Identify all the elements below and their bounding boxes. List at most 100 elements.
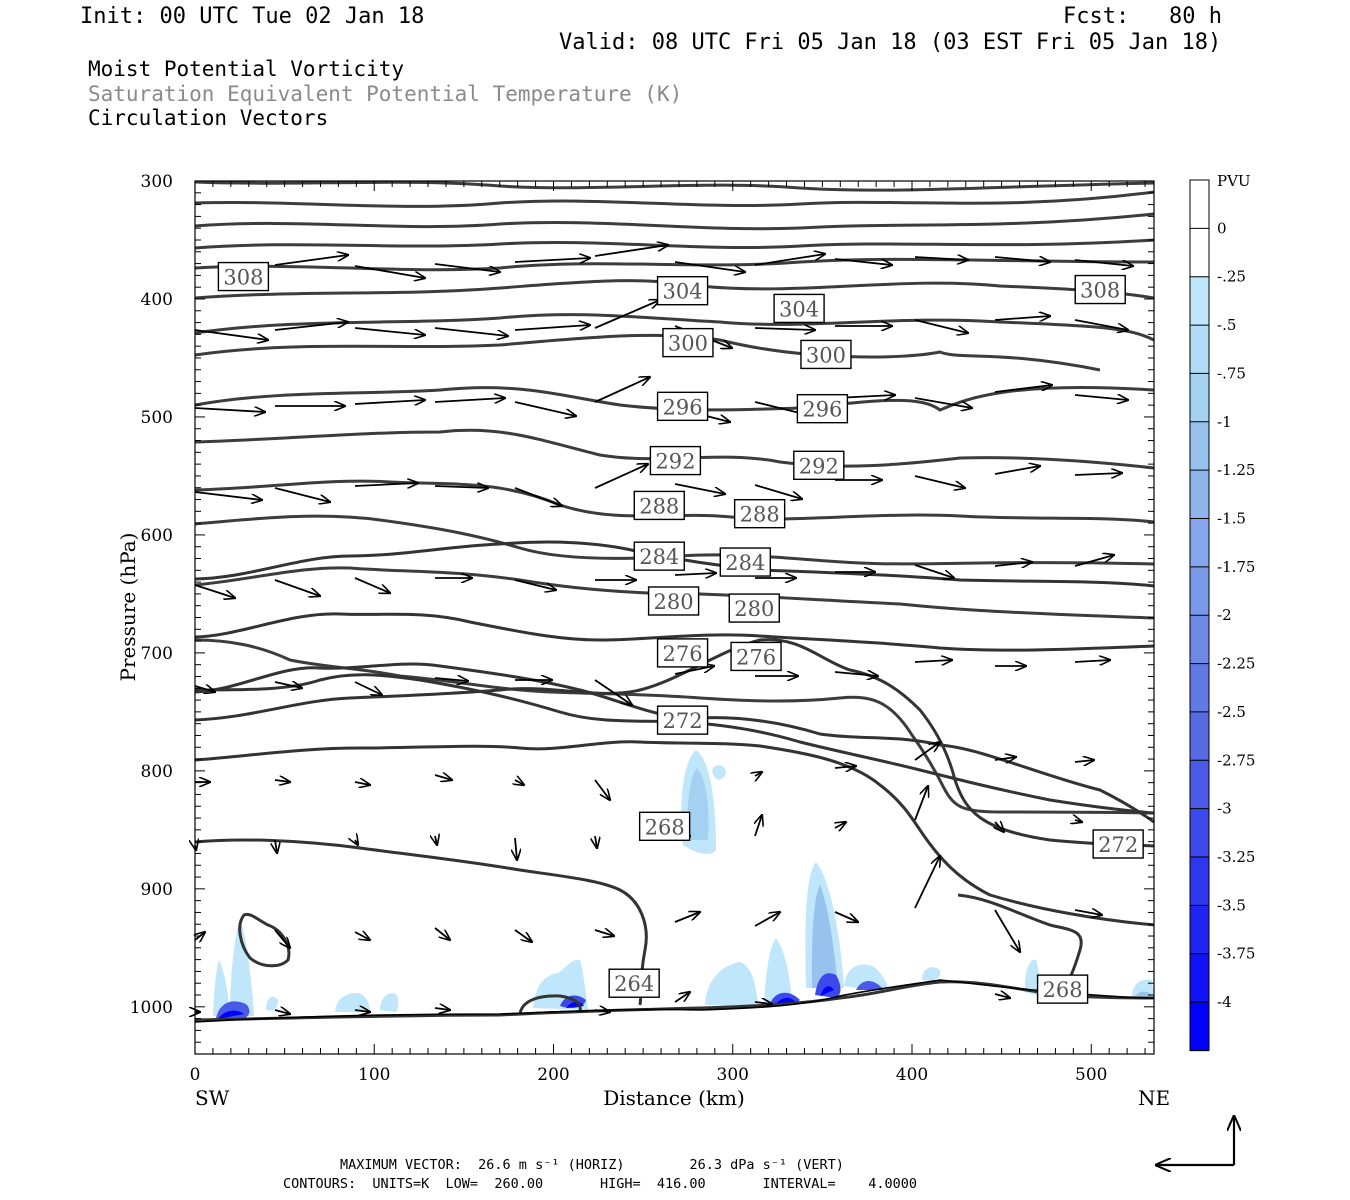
contour-labels: 308 304 304 308 300 300 296 296 292 292 288 288 284 2…	[217, 261, 1144, 1004]
contour-label: 296	[802, 398, 842, 422]
contour-label-box	[733, 498, 786, 529]
colorbar-segment	[1190, 953, 1209, 1003]
colorbar-segment	[1190, 663, 1209, 713]
contour-label: 280	[654, 590, 694, 614]
colorbar-tick-label: -3.25	[1217, 848, 1255, 866]
x-right-label: NE	[1138, 1086, 1170, 1110]
contour-label: 272	[1098, 833, 1138, 857]
contour-label: 268	[1043, 978, 1083, 1002]
x-tick-label: 100	[358, 1065, 390, 1085]
x-axis-label: Distance (km)	[603, 1086, 745, 1110]
colorbar-segment	[1190, 421, 1209, 471]
field-title-vectors: Circulation Vectors	[88, 106, 329, 130]
colorbar-tick-label: -2.5	[1217, 703, 1246, 721]
reference-vector	[1156, 1116, 1234, 1165]
y-tick-labels: 300 400 500 600 700 800 900 1000	[130, 172, 173, 1018]
contour-label-box	[1036, 974, 1089, 1004]
contour-label-box	[719, 547, 772, 577]
contour-label: 268	[645, 815, 685, 839]
contour-label: 288	[740, 503, 780, 527]
x-left-label: SW	[195, 1086, 230, 1110]
contour-label: 276	[663, 642, 703, 666]
contour-label: 264	[614, 972, 654, 996]
contour-label: 304	[663, 280, 703, 304]
forecast-hour: Fcst: 80 h	[1063, 4, 1222, 29]
colorbar-segment	[1190, 760, 1209, 810]
colorbar-tick-label: -1	[1217, 413, 1232, 431]
contour-label-box	[217, 261, 270, 292]
mpv-shading	[213, 750, 1154, 1020]
contour-label-box	[656, 391, 709, 422]
contour-label: 284	[725, 551, 765, 575]
colorbar-segment	[1190, 856, 1209, 907]
x-tick-label: 400	[896, 1065, 928, 1085]
colorbar-segment	[1190, 711, 1209, 762]
colorbar-segment	[1190, 470, 1209, 520]
valid-time: Valid: 08 UTC Fri 05 Jan 18 (03 EST Fri …	[559, 30, 1222, 55]
colorbar-segment	[1190, 808, 1209, 858]
colorbar-tick-label: -.75	[1217, 364, 1246, 382]
contour-label-box	[793, 450, 845, 481]
contour-label: 300	[668, 332, 708, 356]
colorbar-tick-label: -1.5	[1217, 509, 1246, 527]
contour-label-box	[649, 445, 702, 476]
y-tick-label: 400	[141, 290, 173, 310]
contour-label-box	[662, 327, 714, 358]
init-time: Init: 00 UTC Tue 02 Jan 18	[80, 4, 425, 29]
colorbar-segment	[1190, 905, 1209, 955]
colorbar-segment	[1190, 615, 1209, 665]
contour-label: 272	[663, 709, 703, 733]
contour-label-box	[800, 339, 852, 370]
colorbar-segment	[1190, 518, 1209, 568]
x-tick-label: 300	[717, 1065, 749, 1085]
contour-label-box	[647, 586, 700, 616]
contour-label: 308	[1080, 279, 1120, 303]
contour-label-box	[1074, 274, 1126, 305]
footer-contours: CONTOURS: UNITS=K LOW= 260.00 HIGH= 416.…	[283, 1176, 917, 1192]
y-tick-label: 600	[141, 526, 173, 546]
colorbar-tick-label: -3.5	[1217, 896, 1246, 914]
colorbar-segment	[1190, 566, 1209, 616]
x-tick-label: 200	[537, 1065, 569, 1085]
contour-label-box	[638, 811, 691, 842]
colorbar-segment	[1190, 373, 1209, 423]
y-tick-label: 500	[141, 408, 173, 428]
x-tick-label: 500	[1075, 1065, 1107, 1085]
y-tick-label: 800	[141, 762, 173, 782]
contour-label: 288	[639, 494, 679, 518]
contour-label-box	[1092, 829, 1144, 859]
x-tick-label: 0	[190, 1065, 201, 1085]
contour-label-box	[728, 593, 780, 623]
colorbar-segment	[1190, 1002, 1209, 1052]
footer-max-vector: MAXIMUM VECTOR: 26.6 m s⁻¹ (HORIZ) 26.3 …	[340, 1157, 844, 1173]
frame-ticks	[194, 180, 1154, 1055]
colorbar-tick-label: -1.25	[1217, 461, 1255, 479]
contour-label-box	[633, 541, 685, 571]
y-axis-label: Pressure (hPa)	[116, 533, 140, 682]
contour-label-box	[656, 276, 709, 306]
colorbar-tick-label: -2.75	[1217, 751, 1255, 769]
colorbar-segment	[1190, 276, 1209, 326]
colorbar-tick-label: -1.75	[1217, 558, 1255, 576]
colorbar-unit: PVU	[1217, 172, 1251, 190]
colorbar-segment	[1190, 325, 1209, 375]
contour-label: 276	[736, 645, 776, 669]
colorbar-tick-label: -.25	[1217, 268, 1246, 286]
contour-label: 308	[223, 266, 263, 290]
circulation-vectors	[195, 245, 1133, 1014]
plot-frame	[194, 180, 1155, 1055]
contour-label-box	[796, 393, 849, 424]
colorbar-tick-label: -3	[1217, 800, 1232, 818]
y-tick-label: 700	[141, 644, 173, 664]
field-title-mpv: Moist Potential Vorticity	[88, 57, 405, 81]
contour-label: 304	[779, 297, 819, 321]
contour-label-box	[656, 638, 709, 668]
colorbar: 0 -.25 -.5 -.75 -1 -1.25 -1.5 -1.75 -2 -2.25 -2.5 -…	[1189, 179, 1255, 1052]
contour-label: 292	[799, 454, 839, 478]
field-title-theta-es: Saturation Equivalent Potential Temperat…	[88, 82, 683, 106]
y-tick-label: 300	[141, 172, 173, 192]
contour-label: 292	[655, 450, 695, 474]
contour-label-box	[773, 293, 825, 324]
colorbar-segment	[1190, 228, 1209, 278]
